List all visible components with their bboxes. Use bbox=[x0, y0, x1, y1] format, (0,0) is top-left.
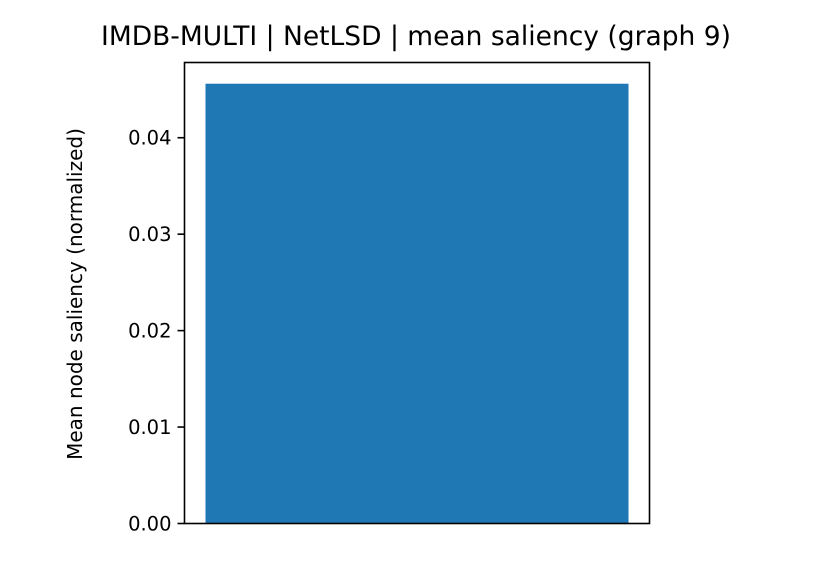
y-tick-label: 0.00 bbox=[128, 513, 171, 536]
y-axis-ticks: 0.00 0.01 0.02 0.03 0.04 bbox=[128, 127, 185, 536]
bar bbox=[205, 83, 629, 524]
bar-group bbox=[205, 83, 629, 524]
chart-title: IMDB-MULTI | NetLSD | mean saliency (gra… bbox=[101, 21, 731, 52]
y-axis-label: Mean node saliency (normalized) bbox=[63, 128, 87, 460]
y-tick-label: 0.01 bbox=[128, 416, 171, 439]
y-tick-label: 0.02 bbox=[128, 320, 171, 343]
y-tick-label: 0.04 bbox=[128, 127, 171, 150]
plot-frame bbox=[183, 61, 651, 525]
y-tick-label: 0.03 bbox=[128, 223, 171, 246]
